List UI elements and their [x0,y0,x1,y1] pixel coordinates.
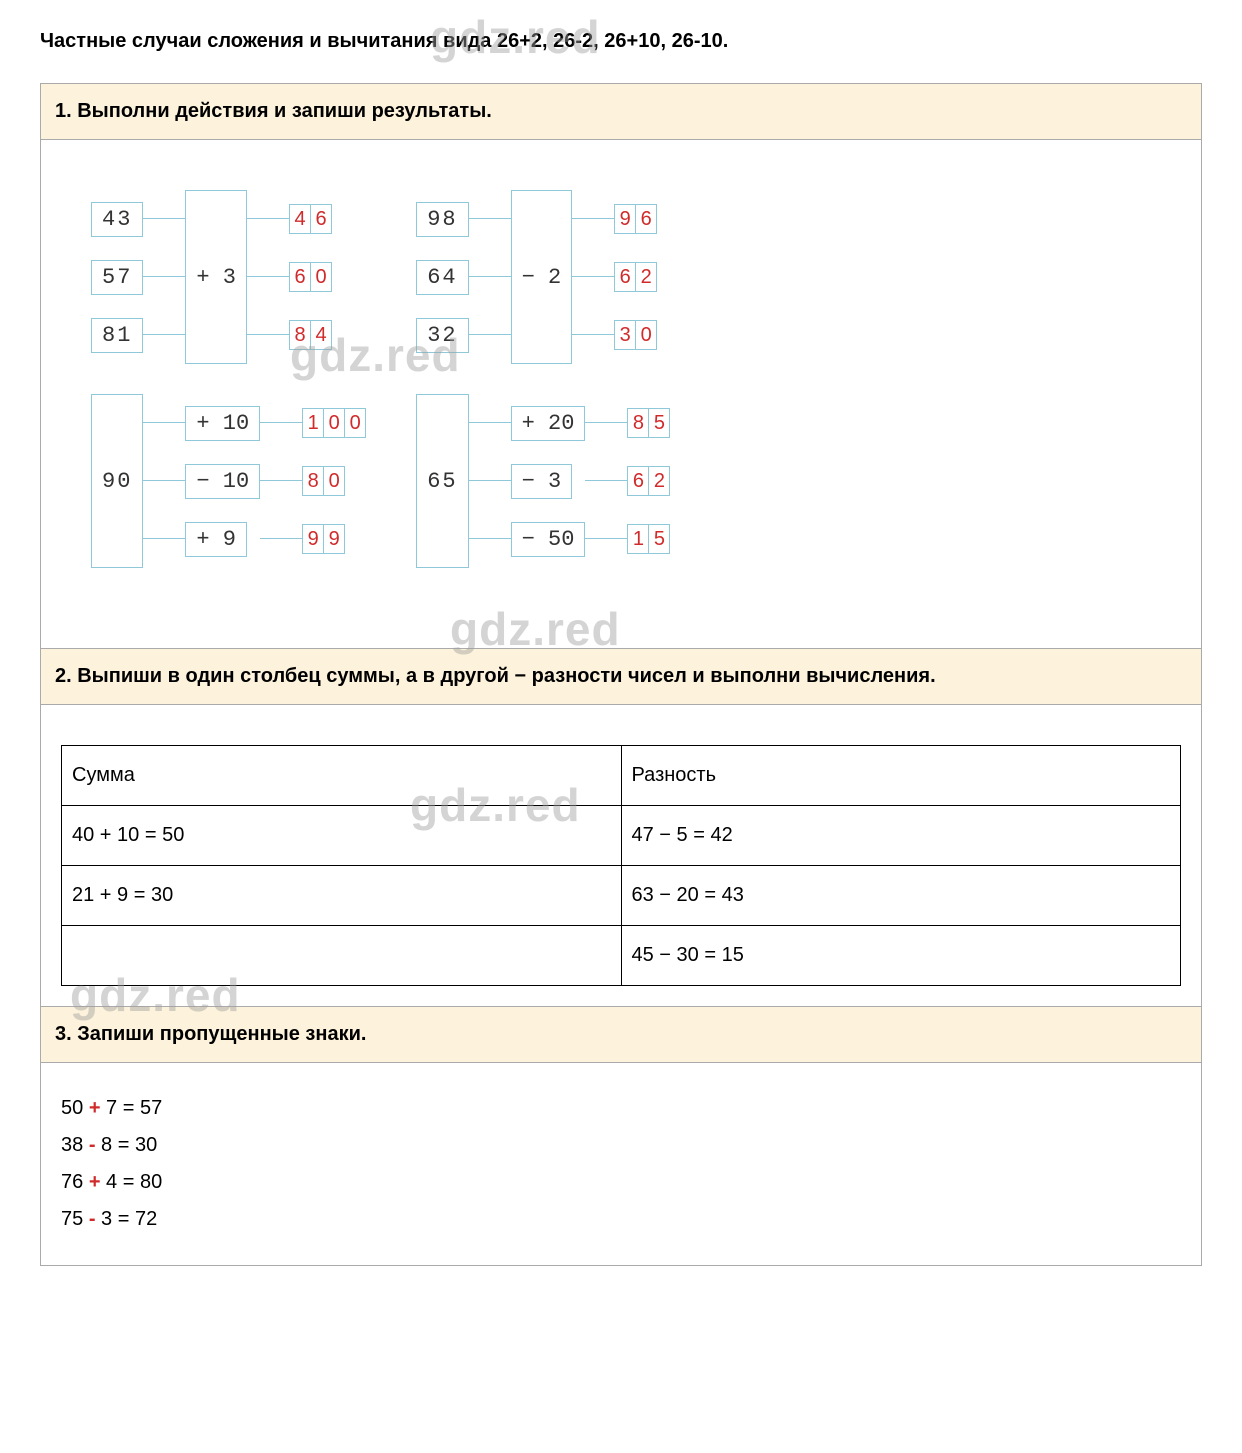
answer-digit: 0 [323,408,345,438]
answer-digit: 8 [289,320,311,350]
answer-digit: 9 [302,524,324,554]
answer-box: 15 [627,524,670,554]
operator-box: − 10 [185,464,260,499]
answer-digit: 6 [289,262,311,292]
input-box: 32 [416,318,468,353]
input-box: 57 [91,260,143,295]
table-header-sum: Сумма [62,746,622,806]
answer-box: 30 [614,320,657,350]
input-box: 64 [416,260,468,295]
sum-diff-table: Сумма Разность 40 + 10 = 50 47 − 5 = 42 … [61,745,1181,986]
answer-box: 99 [302,524,345,554]
answer-digit: 9 [323,524,345,554]
answer-box: 96 [614,204,657,234]
table-cell [62,926,622,986]
answer-digit: 1 [627,524,649,554]
page-title: Частные случаи сложения и вычитания вида… [40,30,1202,53]
input-box: 90 [91,394,143,568]
task2-body: Сумма Разность 40 + 10 = 50 47 − 5 = 42 … [41,704,1201,1006]
answer-box: 46 [289,204,332,234]
table-cell: 21 + 9 = 30 [62,866,622,926]
equation: 75 - 3 = 72 [61,1208,1181,1231]
answer-digit: 2 [635,262,657,292]
operator-box: + 20 [511,406,586,441]
answer-digit: 0 [323,466,345,496]
answer-digit: 1 [302,408,324,438]
input-box: 65 [416,394,468,568]
answer-digit: 5 [648,408,670,438]
equation: 76 + 4 = 80 [61,1171,1181,1194]
table-header-diff: Разность [621,746,1181,806]
answer-box: 60 [289,262,332,292]
answer-digit: 0 [344,408,366,438]
input-box: 81 [91,318,143,353]
answer-box: 100 [302,408,366,438]
operator-box: − 3 [511,464,573,499]
operator-box: + 3 [185,190,247,364]
answer-digit: 4 [310,320,332,350]
answer-digit: 4 [289,204,311,234]
answer-digit: 8 [627,408,649,438]
table-cell: 45 − 30 = 15 [621,926,1181,986]
missing-sign: + [89,1171,101,1193]
equation: 50 + 7 = 57 [61,1097,1181,1120]
answer-box: 62 [627,466,670,496]
task1-header: 1. Выполни действия и запиши результаты. [41,84,1201,139]
answer-digit: 5 [648,524,670,554]
table-cell: 63 − 20 = 43 [621,866,1181,926]
input-box: 98 [416,202,468,237]
table-cell: 47 − 5 = 42 [621,806,1181,866]
answer-digit: 0 [310,262,332,292]
answer-digit: 2 [648,466,670,496]
answer-digit: 6 [627,466,649,496]
answer-digit: 9 [614,204,636,234]
answer-digit: 8 [302,466,324,496]
operator-box: + 10 [185,406,260,441]
answer-box: 62 [614,262,657,292]
content-wrapper: 1. Выполни действия и запиши результаты.… [40,83,1202,1266]
operator-box: − 50 [511,522,586,557]
table-cell: 40 + 10 = 50 [62,806,622,866]
missing-sign: + [89,1097,101,1119]
task3-header: 3. Запиши пропущенные знаки. [41,1006,1201,1062]
task1-body: 435781+ 346608490+ 10− 10+ 9100809998643… [41,139,1201,648]
answer-digit: 0 [635,320,657,350]
answer-digit: 6 [614,262,636,292]
answer-box: 85 [627,408,670,438]
answer-box: 84 [289,320,332,350]
equation: 38 - 8 = 30 [61,1134,1181,1157]
answer-box: 80 [302,466,345,496]
task2-header: 2. Выпиши в один столбец суммы, а в друг… [41,648,1201,704]
operator-box: + 9 [185,522,247,557]
input-box: 43 [91,202,143,237]
operator-box: − 2 [511,190,573,364]
answer-digit: 6 [635,204,657,234]
answer-digit: 6 [310,204,332,234]
answer-digit: 3 [614,320,636,350]
task3-body: 50 + 7 = 57 38 - 8 = 30 76 + 4 = 80 75 - 3 … [41,1062,1201,1265]
